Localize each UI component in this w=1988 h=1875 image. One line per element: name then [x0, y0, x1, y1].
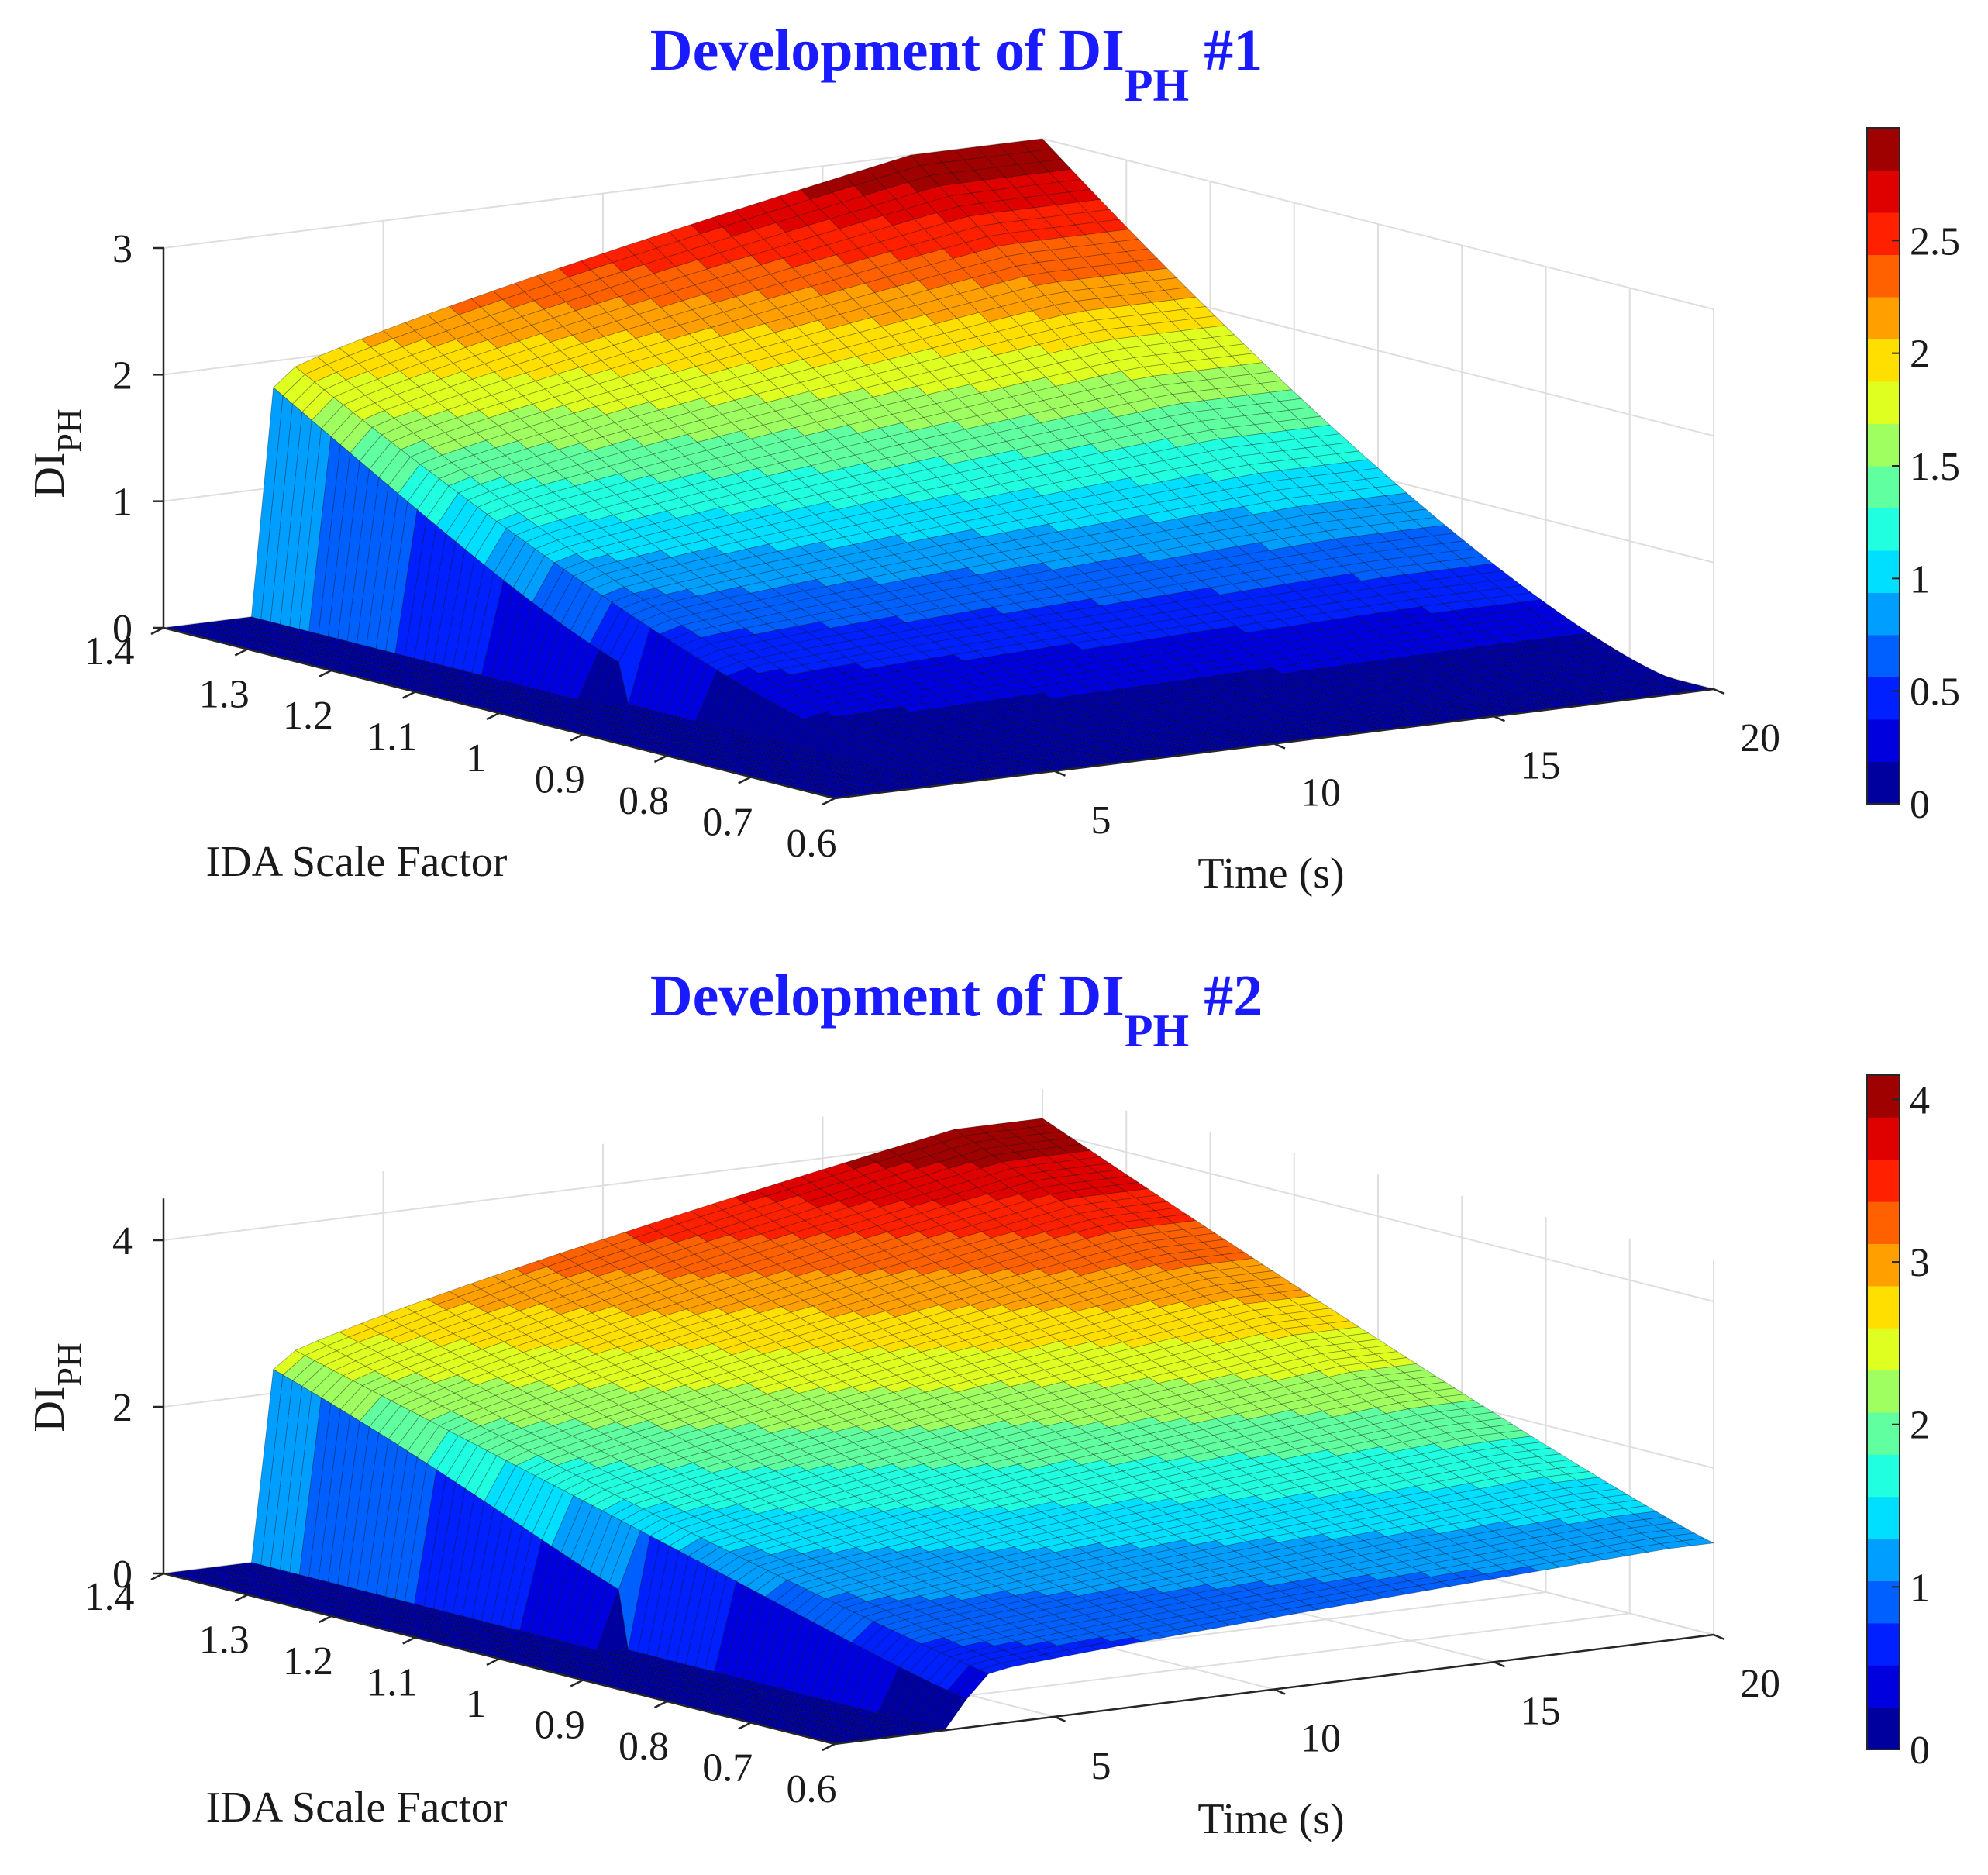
- colorbar-segment: [1867, 212, 1900, 255]
- colorbar-tick-label: 0: [1910, 783, 1930, 827]
- z-tick-label: 2: [112, 353, 133, 398]
- y-tick-label: 0.7: [702, 801, 753, 845]
- y-tick-label: 1.3: [199, 673, 250, 717]
- colorbar-segment: [1867, 128, 1900, 171]
- colorbar-segment: [1867, 297, 1900, 339]
- x-tick-label: 20: [1740, 716, 1780, 760]
- colorbar-segment: [1867, 677, 1900, 720]
- y-tick-label: 1.2: [283, 694, 333, 738]
- x-tick-label: 15: [1521, 743, 1561, 788]
- chart-title-main: Development of DI: [650, 18, 1125, 83]
- y-tick-label: 1: [466, 736, 486, 781]
- x-tick-label: 10: [1301, 771, 1341, 815]
- chart-panel-1: 0 1 2 3 1.4 1.3 1.2 1.1 1 0.9 0.8 0.7 0.6 5 10 15 20 Deve…: [26, 18, 1960, 898]
- chart-title-sub: PH: [1125, 60, 1189, 111]
- colorbar-segment: [1867, 466, 1900, 508]
- z-tick-label: 3: [112, 227, 133, 271]
- x-axis-label: Time (s): [1197, 850, 1344, 898]
- colorbar-segment: [1867, 254, 1900, 298]
- y-axis-label: IDA Scale Factor: [206, 838, 508, 886]
- colorbar-segment: [1867, 381, 1900, 424]
- colorbar-tick-label: 1.5: [1910, 445, 1960, 489]
- surface: [163, 138, 1714, 799]
- colorbar-tick-label: 0.5: [1910, 670, 1960, 715]
- colorbar-tick-label: 1: [1910, 557, 1930, 601]
- colorbar-segment: [1867, 423, 1900, 467]
- colorbar-tick-label: 2: [1910, 333, 1930, 377]
- chart-title-suffix: #1: [1189, 18, 1263, 83]
- colorbar-segment: [1867, 170, 1900, 213]
- y-tick-label: 0.9: [535, 758, 585, 802]
- z-axis-label-main: DI: [26, 453, 74, 498]
- colorbar-segment: [1867, 339, 1900, 382]
- colorbar-segment: [1867, 761, 1900, 805]
- colorbar-segment: [1867, 592, 1900, 636]
- y-tick-label: 0.6: [787, 822, 837, 866]
- y-tick-label: 0.8: [618, 779, 669, 823]
- colorbar-segment: [1867, 508, 1900, 551]
- colorbar-segment: [1867, 550, 1900, 593]
- colorbar-segment: [1867, 719, 1900, 762]
- z-tick-label: 1: [112, 481, 133, 525]
- colorbar-tick-label: 2.5: [1910, 219, 1960, 264]
- x-tick-label: 5: [1091, 798, 1111, 843]
- colorbar-segment: [1867, 635, 1900, 677]
- y-tick-label: 1.1: [367, 715, 417, 760]
- z-axis-label-sub: PH: [50, 408, 88, 452]
- y-tick-label: 1.4: [84, 629, 135, 674]
